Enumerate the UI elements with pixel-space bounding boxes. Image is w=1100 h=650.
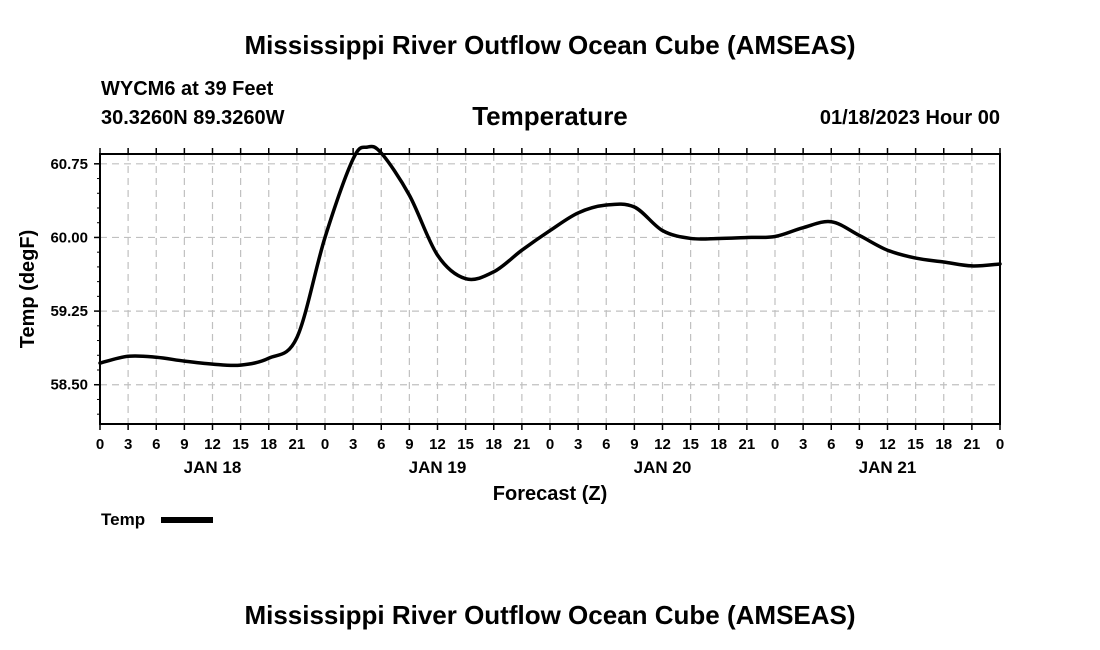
x-tick-label: 0 <box>771 436 779 453</box>
legend-label: Temp <box>101 510 145 529</box>
x-tick-label: 21 <box>964 436 981 453</box>
x-tick-label: 3 <box>799 436 807 453</box>
day-labels: JAN 18 JAN 19 JAN 20 JAN 21 <box>184 458 917 477</box>
day-label: JAN 21 <box>859 458 917 477</box>
axis-ticks <box>94 148 1001 430</box>
x-tick-label: 0 <box>996 436 1004 453</box>
x-tick-label: 18 <box>935 436 952 453</box>
x-tick-label: 21 <box>739 436 756 453</box>
footer-title: Mississippi River Outflow Ocean Cube (AM… <box>244 600 855 630</box>
x-tick-label: 9 <box>180 436 188 453</box>
x-tick-labels: 0 3 6 9 12 15 18 21 0 3 6 9 12 15 18 21 0 3 6 9 12 15 18 21 0 3 6 9… <box>96 436 1004 453</box>
y-axis-label: Temp (degF) <box>17 230 39 349</box>
x-tick-label: 15 <box>457 436 474 453</box>
x-tick-label: 6 <box>827 436 835 453</box>
y-tick-label: 59.25 <box>50 303 88 320</box>
x-tick-label: 3 <box>349 436 357 453</box>
x-tick-label: 12 <box>429 436 446 453</box>
x-tick-label: 9 <box>405 436 413 453</box>
x-tick-label: 12 <box>204 436 221 453</box>
x-tick-label: 0 <box>546 436 554 453</box>
x-axis-label: Forecast (Z) <box>493 483 607 505</box>
x-tick-label: 18 <box>485 436 502 453</box>
legend-swatch <box>161 517 213 523</box>
chart-title: Temperature <box>472 101 628 131</box>
grid-lines <box>100 154 1000 424</box>
y-tick-labels: 58.50 59.25 60.00 60.75 <box>50 156 88 394</box>
x-tick-label: 12 <box>879 436 896 453</box>
x-tick-label: 21 <box>514 436 531 453</box>
x-tick-label: 18 <box>260 436 277 453</box>
x-tick-label: 3 <box>574 436 582 453</box>
y-tick-label: 58.50 <box>50 377 88 394</box>
station-coords: 30.3260N 89.3260W <box>101 107 285 129</box>
x-tick-label: 6 <box>377 436 385 453</box>
legend: Temp <box>101 510 213 529</box>
plot-frame <box>99 153 1001 425</box>
day-label: JAN 18 <box>184 458 242 477</box>
x-tick-label: 9 <box>630 436 638 453</box>
x-tick-label: 3 <box>124 436 132 453</box>
forecast-datetime: 01/18/2023 Hour 00 <box>820 107 1000 129</box>
temp-series-line <box>98 144 1002 368</box>
station-label: WYCM6 at 39 Feet <box>101 78 274 100</box>
x-tick-label: 12 <box>654 436 671 453</box>
day-label: JAN 19 <box>409 458 467 477</box>
x-tick-label: 15 <box>907 436 924 453</box>
x-tick-label: 9 <box>855 436 863 453</box>
x-tick-label: 0 <box>321 436 329 453</box>
x-tick-label: 15 <box>232 436 249 453</box>
x-tick-label: 18 <box>710 436 727 453</box>
main-title: Mississippi River Outflow Ocean Cube (AM… <box>244 30 855 60</box>
x-tick-label: 6 <box>602 436 610 453</box>
x-tick-label: 15 <box>682 436 699 453</box>
x-tick-label: 21 <box>289 436 306 453</box>
day-label: JAN 20 <box>634 458 692 477</box>
y-tick-label: 60.75 <box>50 156 88 173</box>
x-tick-label: 0 <box>96 436 104 453</box>
y-tick-label: 60.00 <box>50 229 88 246</box>
x-tick-label: 6 <box>152 436 160 453</box>
